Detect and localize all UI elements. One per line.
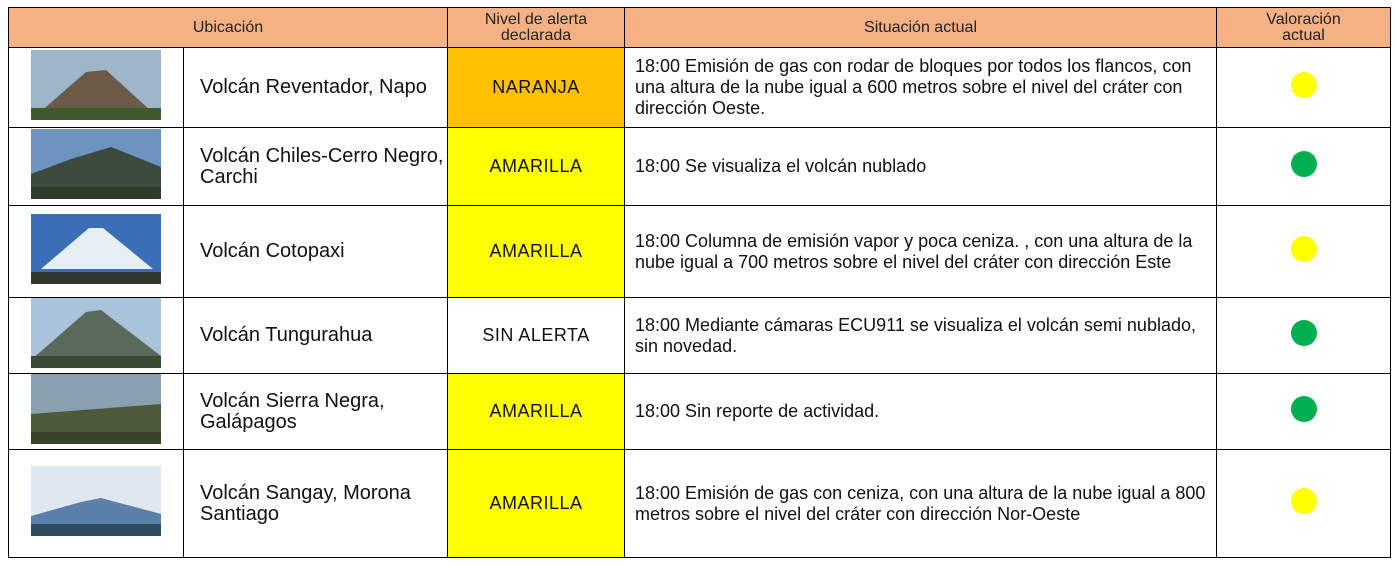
situation: 18:00 Columna de emisión vapor y poca ce… [624,205,1218,298]
status-dot [1290,72,1317,98]
status-dot [1290,396,1317,422]
photo-cell [8,205,184,298]
volcano-name: Volcán Chiles-Cerro Negro, Carchi [182,127,449,206]
table-row: Volcán Sangay, Morona Santiago AMARILLA 18… [8,449,1392,558]
volcano-photo [31,50,161,120]
header-cell: Nivel de alerta declarada [447,7,626,48]
header-row: Ubicación Nivel de alerta declarada Situ… [7,7,1392,48]
photo-cell [8,449,184,558]
situation: 18:00 Emisión de gas con ceniza, con una… [624,449,1218,558]
photo-cell [8,127,184,206]
situation: 18:00 Emisión de gas con rodar de bloque… [624,47,1218,128]
status-cell [1216,297,1392,374]
status-cell [1216,449,1392,558]
volcano-name: Volcán Cotopaxi [182,205,449,298]
volcano-table: Ubicación Nivel de alerta declarada Situ… [7,7,1392,558]
situation: 18:00 Se visualiza el volcán nublado [624,127,1218,206]
alert-level: AMARILLA [447,373,626,450]
alert-level: NARANJA [447,47,626,128]
alert-level: SIN ALERTA [447,297,626,374]
table-body: Volcán Reventador, Napo NARANJA 18:00 Emis… [8,47,1392,558]
status-dot [1290,236,1317,262]
volcano-name: Volcán Reventador, Napo [182,47,449,128]
volcano-photo [31,374,161,444]
status-cell [1216,373,1392,450]
photo-cell [8,373,184,450]
alert-level: AMARILLA [447,127,626,206]
volcano-photo [31,129,161,199]
table-row: Volcán Cotopaxi AMARILLA 18:00 Columna de … [8,205,1392,298]
alert-level: AMARILLA [447,205,626,298]
status-cell [1216,47,1392,128]
status-cell [1216,205,1392,298]
volcano-photo [31,214,161,284]
status-cell [1216,127,1392,206]
volcano-name: Volcán Sierra Negra, Galápagos [182,373,449,450]
volcano-name: Volcán Tungurahua [182,297,449,374]
header-cell: Ubicación [7,7,449,48]
volcano-name: Volcán Sangay, Morona Santiago [182,449,449,558]
status-dot [1290,151,1317,177]
alert-level: AMARILLA [447,449,626,558]
photo-cell [8,297,184,374]
header-cell: Situación actual [624,7,1218,48]
volcano-photo [31,466,161,536]
situation: 18:00 Sin reporte de actividad. [624,373,1218,450]
table-row: Volcán Chiles-Cerro Negro, Carchi AMARILL… [8,127,1392,206]
photo-cell [8,47,184,128]
volcano-photo [31,298,161,368]
situation: 18:00 Mediante cámaras ECU911 se visuali… [624,297,1218,374]
status-dot [1290,488,1317,514]
table-row: Volcán Sierra Negra, Galápagos AMARILLA 18… [8,373,1392,450]
header-cell: Valoración actual [1216,7,1392,48]
status-dot [1290,320,1317,346]
table-row: Volcán Tungurahua SIN ALERTA 18:00 Mediant… [8,297,1392,374]
table-row: Volcán Reventador, Napo NARANJA 18:00 Emis… [8,47,1392,128]
